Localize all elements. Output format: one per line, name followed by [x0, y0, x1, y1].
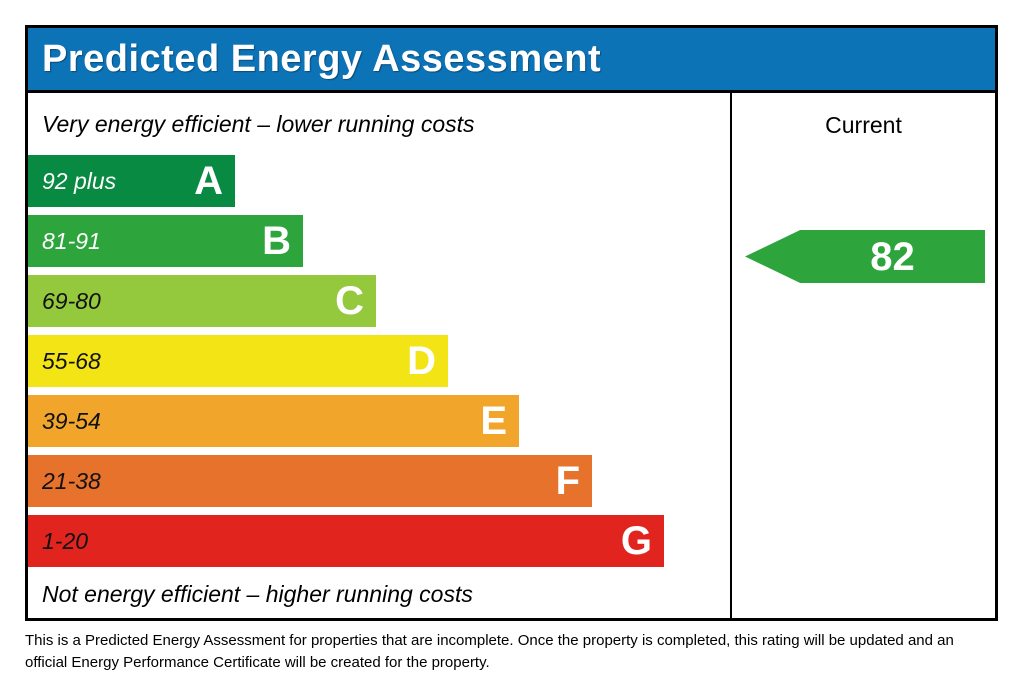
- band-letter: B: [262, 219, 291, 263]
- current-column-header: Current: [825, 112, 902, 138]
- disclaimer-line: official Energy Performance Certificate …: [25, 653, 490, 671]
- band-letter: C: [335, 279, 364, 323]
- band-range-label: 21-38: [42, 467, 101, 494]
- current-rating-arrow: 82: [745, 230, 985, 283]
- band-row-b: 81-91 B: [28, 215, 303, 267]
- band-range-label: 81-91: [42, 227, 101, 254]
- current-rating-column: Current 82: [730, 93, 995, 618]
- page-title: Predicted Energy Assessment: [42, 37, 602, 80]
- band-row-a: 92 plus A: [28, 155, 235, 207]
- bands-column: Very energy efficient – lower running co…: [28, 93, 730, 618]
- band-range-label: 55-68: [42, 347, 101, 374]
- band-letter: F: [555, 459, 580, 503]
- band-letter: G: [620, 519, 652, 563]
- band-row-e: 39-54 E: [28, 395, 519, 447]
- band-range-label: 69-80: [42, 287, 101, 314]
- band-list: 92 plus A 81-91 B 69-80 C 55-68 D 39-54 E 21-38 F 1-…: [28, 155, 730, 567]
- band-range-label: 1-20: [42, 527, 89, 554]
- band-row-f: 21-38 F: [28, 455, 592, 507]
- current-rating-value: 82: [870, 234, 915, 279]
- band-row-d: 55-68 D: [28, 335, 448, 387]
- band-range-label: 92 plus: [42, 167, 117, 194]
- rating-chart: Very energy efficient – lower running co…: [25, 93, 998, 621]
- top-caption: Very energy efficient – lower running co…: [42, 111, 475, 137]
- disclaimer-line: This is a Predicted Energy Assessment fo…: [25, 632, 954, 649]
- energy-assessment-certificate: Predicted Energy Assessment Very energy …: [25, 25, 998, 621]
- band-range-label: 39-54: [42, 407, 101, 434]
- disclaimer-text: This is a Predicted Energy Assessment fo…: [25, 630, 985, 674]
- band-letter: E: [480, 399, 507, 443]
- bottom-caption: Not energy efficient – higher running co…: [42, 581, 473, 607]
- band-letter: D: [407, 339, 436, 383]
- band-row-g: 1-20 G: [28, 515, 664, 567]
- band-row-c: 69-80 C: [28, 275, 376, 327]
- band-letter: A: [194, 159, 223, 203]
- title-bar: Predicted Energy Assessment: [25, 25, 998, 93]
